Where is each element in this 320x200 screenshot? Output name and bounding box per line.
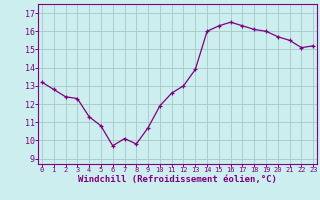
X-axis label: Windchill (Refroidissement éolien,°C): Windchill (Refroidissement éolien,°C) [78, 175, 277, 184]
